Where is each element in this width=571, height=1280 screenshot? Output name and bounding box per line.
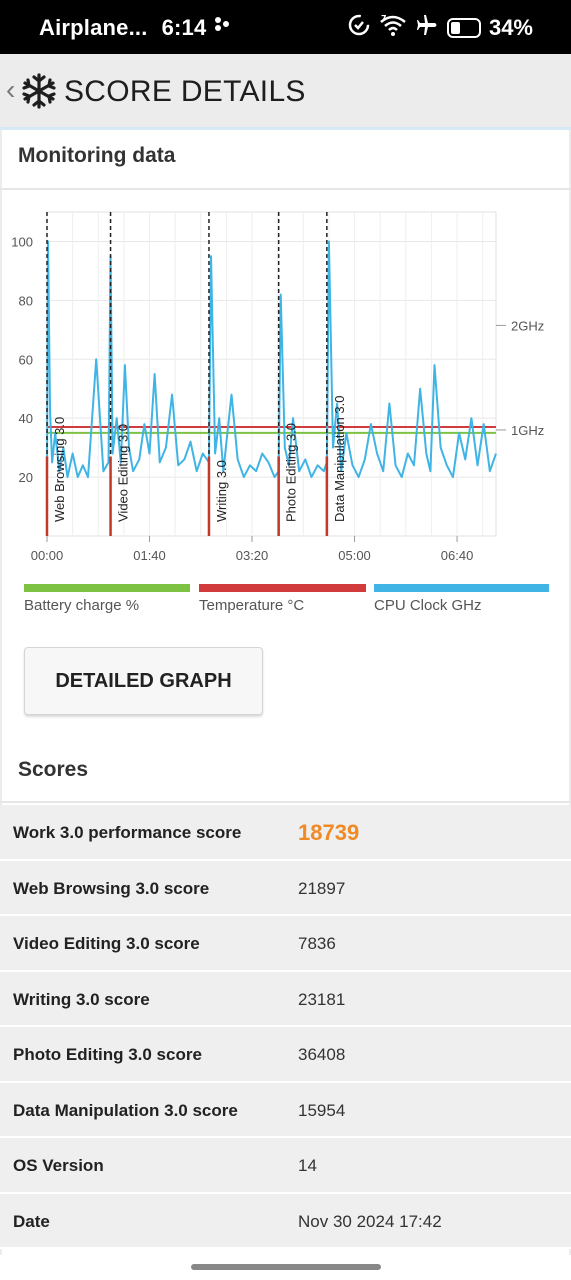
score-value: 23181 [298,989,346,1009]
score-label: Writing 3.0 score [13,989,150,1009]
status-right: 7 34% [347,13,533,43]
status-left: Airplane... 6:14 [39,15,246,41]
x-tick-label: 03:20 [236,548,269,563]
x-tick-label: 00:00 [31,548,64,563]
y-right-tick-label: 2GHz [511,318,544,333]
scores-divider [0,801,571,803]
score-label: Data Manipulation 3.0 score [13,1100,238,1120]
score-value: 36408 [298,1045,346,1064]
y-tick-label: 20 [19,470,33,485]
score-value: 14 [298,1156,317,1175]
test-marker-label: Video Editing 3.0 [116,424,131,522]
page-title: SCORE DETAILS [64,75,306,108]
score-label: Work 3.0 performance score [13,823,242,842]
score-row-video-editing: Video Editing 3.0 score 7836 [0,916,571,972]
app-bar: ‹ SCORE DETAILS [0,54,571,130]
score-value-main: 18739 [298,820,360,845]
status-bar: Airplane... 6:14 7 34% [0,0,571,54]
test-marker-label: Writing 3.0 [214,460,229,522]
score-label: Date [13,1211,50,1231]
battery-icon [446,18,481,38]
legend-temperature: Temperature °C [199,584,366,614]
legend-battery-label: Battery charge % [24,597,140,614]
score-value: 15954 [298,1100,346,1120]
score-value: 7836 [298,934,336,953]
chart-svg: 100 80 60 40 20 00:00 01:40 03:20 05:00 06:40 2GHz… [11,211,544,563]
status-mode: Airplane... [39,15,148,40]
right-border [569,130,571,1255]
battery-fill [450,22,460,34]
score-value: 21897 [298,878,346,898]
status-time: 6:14 [161,15,207,40]
detailed-graph-button[interactable]: DETAILED GRAPH [24,647,263,715]
score-label: Web Browsing 3.0 score [13,878,210,898]
score-row-web-browsing: Web Browsing 3.0 score 21897 [0,860,571,916]
airplane-icon [415,13,439,43]
score-label: Video Editing 3.0 score [13,934,200,953]
score-row-work: Work 3.0 performance score 18739 [0,805,571,861]
x-tick-label: 05:00 [338,548,371,563]
legend-cpu: CPU Clock GHz [374,584,549,614]
chevron-left-icon[interactable]: ‹ [6,74,16,105]
legend-battery: Battery charge % [24,584,190,614]
score-row-data-manipulation: Data Manipulation 3.0 score 15954 [0,1082,571,1138]
score-row-date: Date Nov 30 2024 17:42 [0,1193,571,1249]
test-marker-label: Data Manipulation 3.0 [332,396,347,522]
battery-percent: 34% [488,15,533,40]
score-row-writing: Writing 3.0 score 23181 [0,971,571,1027]
monitoring-title: Monitoring data [18,144,176,167]
plot-area [46,211,497,537]
scores-title: Scores [18,758,89,781]
legend-temperature-swatch [199,584,366,592]
score-label: Photo Editing 3.0 score [13,1045,202,1064]
data-saver-icon [347,13,371,43]
score-row-os-version: OS Version 14 [0,1138,571,1194]
y-tick-label: 40 [19,411,33,426]
left-border [0,130,2,1255]
x-tick-label: 06:40 [441,548,474,563]
home-indicator[interactable] [191,1264,381,1270]
x-tick-label: 01:40 [133,548,166,563]
y-tick-label: 80 [19,293,33,308]
monitoring-chart: 100 80 60 40 20 00:00 01:40 03:20 05:00 06:40 2GHz… [0,200,571,580]
legend-cpu-swatch [374,584,549,592]
monitoring-divider [0,188,571,190]
notification-dots-icon [214,12,232,38]
scores-table: Work 3.0 performance score 18739 Web Bro… [0,805,571,1249]
legend-cpu-label: CPU Clock GHz [374,597,482,614]
test-marker-label: Photo Editing 3.0 [284,423,299,522]
svg-text:7: 7 [381,14,387,23]
score-label: OS Version [13,1156,104,1175]
y-tick-label: 60 [19,352,33,367]
score-value: Nov 30 2024 17:42 [298,1211,442,1231]
y-right-tick-label: 1GHz [511,423,544,438]
wifi-icon: 7 [379,13,407,43]
legend-temperature-label: Temperature °C [199,597,305,614]
snowflake-icon [20,72,58,110]
test-marker-label: Web Browsing 3.0 [52,417,67,522]
score-row-photo-editing: Photo Editing 3.0 score 36408 [0,1027,571,1083]
y-tick-label: 100 [11,234,33,249]
legend-battery-swatch [24,584,190,592]
